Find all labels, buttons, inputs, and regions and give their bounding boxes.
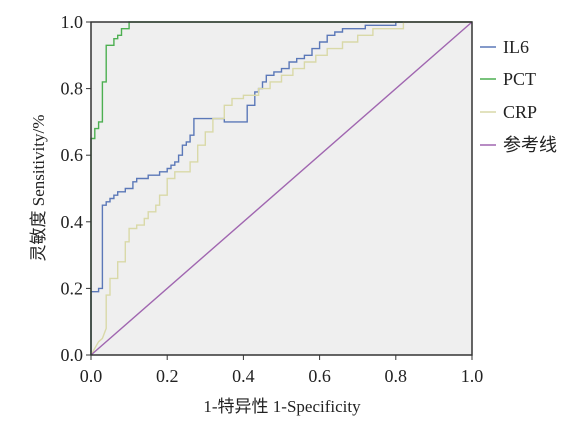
y-tick-label: 0.4 [61,212,84,232]
y-tick-label: 0.0 [61,345,84,365]
legend-label-3: 参考线 [503,135,557,155]
x-tick-label: 0.2 [156,366,179,386]
series-line-1 [90,21,472,355]
plot-frame [90,21,473,356]
x-tick-label: 0.6 [308,366,331,386]
legend-label-1: PCT [503,69,536,89]
y-axis-title: 灵敏度 Sensitivity/% [29,115,48,262]
x-tick-label: 0.0 [80,366,103,386]
series-line-0 [90,21,472,355]
x-tick-label: 1.0 [461,366,484,386]
y-tick-label: 0.6 [61,145,84,165]
tick-layer: 0.0 0.2 0.4 0.6 0.8 1.0 0.0 0.2 0.4 0.6 0.8 1.0 [61,12,484,386]
x-tick-label: 0.4 [232,366,255,386]
x-axis-title: 1-特异性 1-Specificity [203,397,361,416]
y-tick-label: 1.0 [61,12,84,32]
series-layer [90,21,473,356]
series-line-2 [90,21,472,356]
y-tick-label: 0.8 [61,79,84,99]
series-line-3 [90,21,473,356]
legend-label-0: IL6 [503,37,529,57]
legend-label-2: CRP [503,102,537,122]
y-tick-label: 0.2 [61,278,84,298]
x-tick-label: 0.8 [385,366,408,386]
legend: IL6 PCT CRP 参考线 [480,37,557,155]
